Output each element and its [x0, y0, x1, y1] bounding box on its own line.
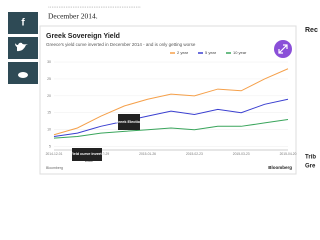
- twitter-icon: [15, 42, 28, 52]
- article-text: December 2014.: [48, 12, 98, 21]
- y-tick-label: 15: [47, 111, 51, 115]
- y-tick-label: 10: [47, 128, 51, 132]
- article-text-cut: ........................................…: [48, 2, 141, 10]
- chart-subtitle: Greece's yield curve inverted in Decembe…: [46, 42, 196, 47]
- source: Bloomberg: [46, 166, 63, 170]
- screen: ........................................…: [8, 1, 318, 175]
- x-tick-label: 2015-02-23: [186, 152, 203, 156]
- line-series: [53, 68, 289, 136]
- legend-label: 10 year: [233, 50, 247, 55]
- chart-card: [39, 25, 297, 175]
- y-tick-label: 5: [49, 145, 51, 149]
- x-tick-label: 2015-03-23: [233, 152, 250, 156]
- y-tick-label: 20: [47, 94, 51, 98]
- annotation-box: [118, 114, 140, 130]
- chart-title: Greek Sovereign Yield: [46, 33, 120, 40]
- x-tick-label: 2015-01-26: [139, 152, 156, 156]
- reddit-icon: [18, 72, 28, 78]
- page: ........................................…: [8, 1, 318, 175]
- facebook-button[interactable]: [8, 12, 38, 34]
- annotation: Greek Election: [116, 120, 143, 124]
- annotation-box: [72, 148, 102, 161]
- facebook-icon: f: [21, 18, 25, 29]
- sidebar-item[interactable]: Trib: [305, 155, 316, 161]
- x-tick-label: 2015-04-20: [280, 152, 297, 156]
- line-series: [53, 119, 289, 139]
- x-tick-label: 2014-12-01: [46, 152, 63, 156]
- legend-label: 5 year: [205, 50, 217, 55]
- y-tick-label: 25: [47, 77, 51, 81]
- sidebar-heading: Rec: [305, 27, 318, 34]
- legend-label: 2 year: [177, 50, 189, 55]
- sidebar-item[interactable]: Gre: [305, 164, 316, 170]
- line-series: [53, 98, 289, 137]
- annotation: Yield curve inverts: [70, 152, 104, 156]
- brand: Bloomberg: [268, 165, 292, 170]
- expand-icon: [278, 44, 288, 54]
- y-tick-label: 30: [47, 60, 51, 64]
